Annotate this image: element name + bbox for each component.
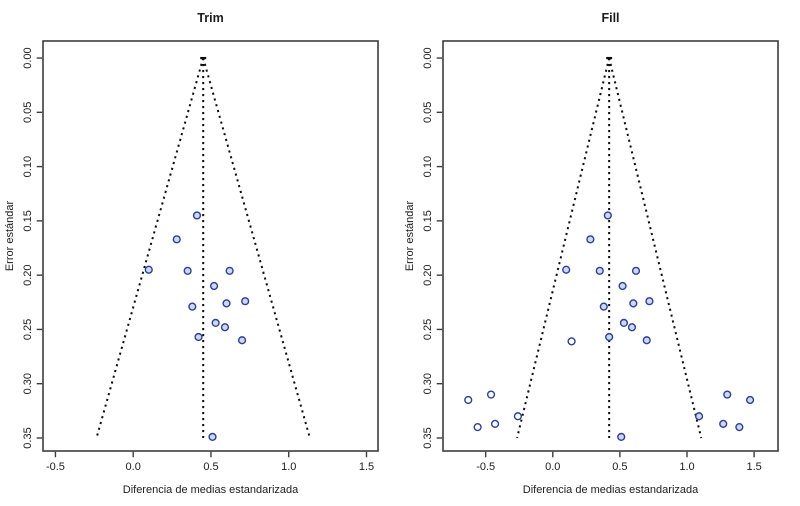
x-axis-tick-label: 1.5 bbox=[746, 461, 761, 473]
study-point bbox=[719, 419, 728, 428]
imputed-study-point bbox=[490, 419, 500, 428]
y-axis-title: Error estándar bbox=[404, 201, 416, 272]
x-axis-title: Diferencia de medias estandarizada bbox=[123, 484, 299, 496]
study-point bbox=[627, 323, 637, 332]
study-point bbox=[209, 281, 219, 291]
x-axis-tick-label: 0.5 bbox=[612, 461, 627, 473]
x-axis-tick-label: -0.5 bbox=[476, 461, 495, 473]
y-axis-tick-label: 0.05 bbox=[22, 102, 34, 123]
study-point bbox=[595, 266, 604, 275]
study-point bbox=[723, 390, 732, 399]
y-axis-tick-label: 0.00 bbox=[422, 47, 434, 68]
x-axis-tick-label: 0.0 bbox=[126, 461, 141, 473]
x-axis-tick-label: 1.0 bbox=[281, 461, 296, 473]
y-axis-tick-label: 0.35 bbox=[422, 427, 434, 448]
y-axis-tick-label: 0.10 bbox=[22, 156, 34, 177]
funnel-left-boundary-line bbox=[516, 57, 611, 439]
y-axis-tick-label: 0.35 bbox=[22, 427, 34, 448]
funnel-right-boundary-line bbox=[202, 57, 311, 439]
study-point bbox=[629, 299, 638, 308]
study-point bbox=[188, 302, 197, 311]
imputed-study-point bbox=[464, 395, 473, 405]
study-point bbox=[586, 235, 595, 244]
plot-box bbox=[442, 40, 779, 452]
study-point bbox=[172, 235, 181, 244]
x-axis-tick-label: -0.5 bbox=[46, 461, 65, 473]
study-point bbox=[603, 211, 612, 220]
y-axis-tick-label: 0.25 bbox=[22, 319, 34, 340]
y-axis-title: Error estándar bbox=[4, 201, 16, 272]
study-point bbox=[220, 323, 230, 332]
plot-title: Fill bbox=[601, 11, 619, 25]
funnel-panel-trim: Trim -0.5 0.0 0.5 1.0 1.5 0.00 0.05 0.10 0.15 0.20… bbox=[4, 11, 379, 496]
study-point bbox=[642, 336, 651, 345]
study-point bbox=[211, 318, 220, 328]
study-point bbox=[225, 266, 234, 275]
funnel-right-boundary-line bbox=[608, 57, 703, 439]
study-point bbox=[605, 332, 614, 342]
funnel-plot-svg-trim: Trim -0.5 0.0 0.5 1.0 1.5 0.00 0.05 0.10 0.15 0.20… bbox=[4, 11, 379, 496]
y-axis-tick-label: 0.10 bbox=[422, 156, 434, 177]
study-point bbox=[645, 297, 654, 306]
y-axis-tick-label: 0.00 bbox=[22, 47, 34, 68]
study-point bbox=[144, 265, 153, 274]
y-axis-tick-label: 0.15 bbox=[22, 210, 34, 231]
plot-title: Trim bbox=[197, 11, 223, 25]
study-point bbox=[192, 211, 202, 220]
study-point bbox=[735, 423, 744, 432]
study-point bbox=[694, 412, 704, 421]
imputed-study-point bbox=[486, 390, 496, 399]
study-point bbox=[222, 299, 231, 308]
funnel-left-boundary-line bbox=[95, 57, 205, 439]
plot-box bbox=[42, 40, 379, 452]
funnel-panel-fill: Fill -0.5 0.0 0.5 1.0 1.5 0.00 0.05 0.10 0.15 0.20… bbox=[400, 0, 800, 506]
study-point bbox=[745, 395, 755, 405]
x-axis-tick-label: 1.0 bbox=[679, 461, 694, 473]
study-point bbox=[631, 266, 641, 275]
study-point bbox=[619, 318, 629, 328]
study-point bbox=[183, 266, 192, 275]
funnel-plot-svg-fill: Fill -0.5 0.0 0.5 1.0 1.5 0.00 0.05 0.10 0.15 0.20… bbox=[404, 11, 779, 496]
y-axis-tick-label: 0.20 bbox=[422, 264, 434, 285]
y-axis-tick-label: 0.30 bbox=[22, 373, 34, 394]
study-point bbox=[617, 432, 626, 441]
study-point bbox=[208, 432, 217, 441]
y-axis-tick-label: 0.05 bbox=[422, 102, 434, 123]
study-point bbox=[562, 265, 571, 274]
study-point bbox=[194, 332, 203, 342]
y-axis-tick-label: 0.30 bbox=[422, 373, 434, 394]
x-axis-title: Diferencia de medias estandarizada bbox=[523, 484, 699, 496]
imputed-study-point bbox=[567, 337, 576, 346]
y-axis-tick-label: 0.20 bbox=[22, 264, 34, 285]
y-axis-tick-label: 0.15 bbox=[422, 210, 434, 231]
x-axis-tick-label: 1.5 bbox=[359, 461, 374, 473]
y-axis-tick-label: 0.25 bbox=[422, 319, 434, 340]
study-point bbox=[237, 336, 247, 345]
study-point bbox=[618, 281, 627, 291]
study-point bbox=[241, 297, 250, 306]
study-point bbox=[599, 302, 608, 311]
x-axis-tick-label: 0.0 bbox=[545, 461, 560, 473]
imputed-study-point bbox=[513, 412, 522, 421]
x-axis-tick-label: 0.5 bbox=[203, 461, 218, 473]
imputed-study-point bbox=[473, 423, 482, 432]
